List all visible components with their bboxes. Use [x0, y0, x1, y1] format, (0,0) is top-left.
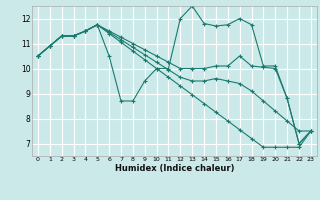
- X-axis label: Humidex (Indice chaleur): Humidex (Indice chaleur): [115, 164, 234, 173]
